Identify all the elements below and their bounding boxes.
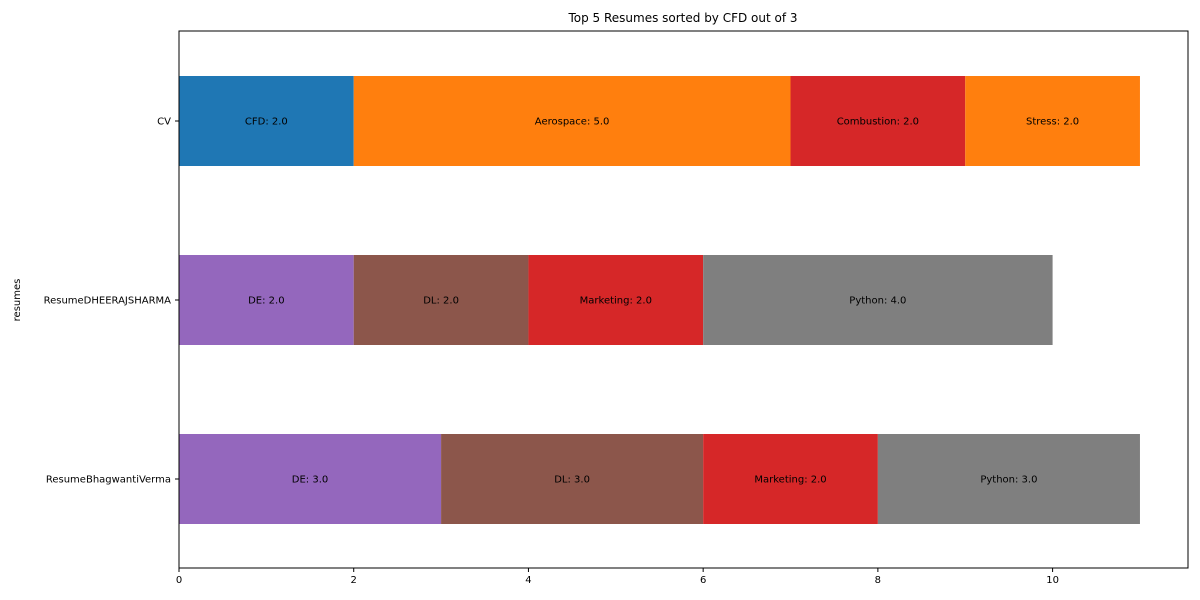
segment-label-2-1: DL: 3.0: [554, 475, 590, 486]
x-tick-label-3: 6: [700, 575, 706, 586]
segment-label-2-0: DE: 3.0: [292, 475, 328, 486]
plot-frame: [178, 30, 1189, 569]
bar-segment-1-0: [179, 255, 354, 345]
x-tick-label-1: 2: [351, 575, 357, 586]
x-tick-label-2: 4: [525, 575, 531, 586]
y-axis-label: resumes: [12, 279, 23, 322]
segment-label-0-0: CFD: 2.0: [245, 117, 288, 128]
segment-label-2-3: Python: 3.0: [980, 475, 1037, 486]
bar-segment-2-3: [877, 434, 1140, 524]
segment-label-0-1: Aerospace: 5.0: [535, 117, 610, 128]
segment-label-1-0: DE: 2.0: [248, 296, 284, 307]
bar-segment-1-1: [353, 255, 529, 345]
bar-segment-1-2: [528, 255, 704, 345]
segment-label-0-2: Combustion: 2.0: [837, 117, 919, 128]
x-tick-label-4: 8: [875, 575, 881, 586]
y-tick-label-0: CV: [157, 117, 171, 128]
bar-segment-1-3: [703, 255, 1053, 345]
bar-segment-0-2: [790, 76, 966, 166]
x-tick-label-5: 10: [1046, 575, 1059, 586]
chart-title: Top 5 Resumes sorted by CFD out of 3: [567, 11, 797, 25]
segment-label-0-3: Stress: 2.0: [1026, 117, 1079, 128]
segment-label-2-2: Marketing: 2.0: [754, 475, 826, 486]
segment-label-1-1: DL: 2.0: [423, 296, 459, 307]
bar-segment-2-0: [179, 434, 442, 524]
y-tick-label-2: ResumeBhagwantiVerma: [46, 475, 171, 486]
bar-segment-0-0: [179, 76, 354, 166]
x-tick-label-0: 0: [176, 575, 182, 586]
bar-segment-0-1: [353, 76, 791, 166]
bar-segment-2-1: [441, 434, 704, 524]
bar-segment-0-3: [965, 76, 1140, 166]
bars-layer: [179, 76, 1140, 524]
segment-labels-layer: CFD: 2.0 Aerospace: 5.0 Combustion: 2.0 Str…: [245, 117, 1079, 486]
y-tick-label-1: ResumeDHEERAJSHARMA: [44, 296, 172, 307]
axes-layer: CV ResumeDHEERAJSHARMA ResumeBhagwantiVerm…: [44, 30, 1189, 586]
bar-segment-2-2: [703, 434, 878, 524]
segment-label-1-2: Marketing: 2.0: [580, 296, 652, 307]
segment-label-1-3: Python: 4.0: [849, 296, 906, 307]
